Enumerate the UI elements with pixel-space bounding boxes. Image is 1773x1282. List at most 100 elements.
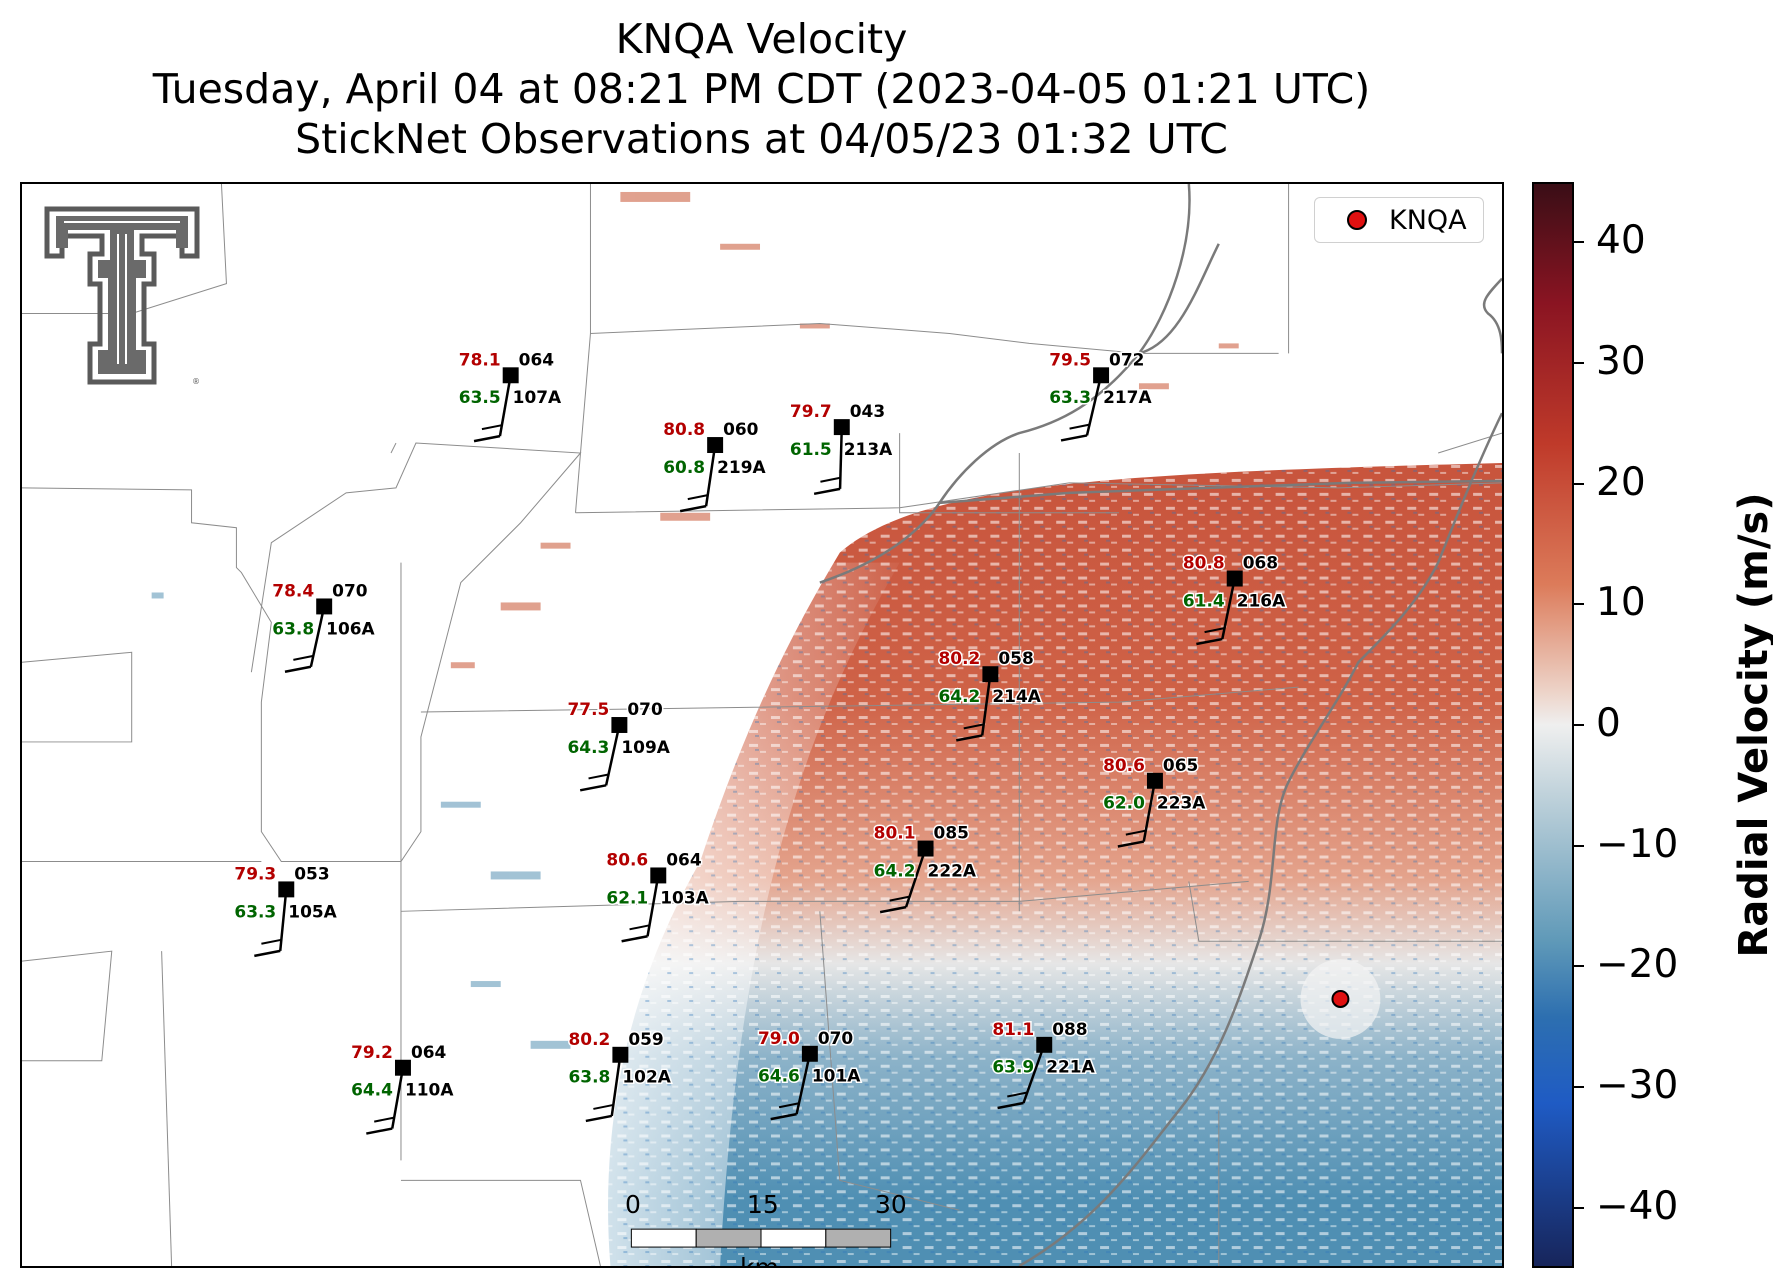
scale-label-15: 15 — [747, 1190, 779, 1219]
station-id: 219A — [717, 457, 766, 477]
station-plot[interactable]: 79.7 043 61.5 213A — [788, 400, 895, 496]
colorbar-tick — [1574, 362, 1584, 364]
wind-barb-flag — [366, 1127, 393, 1135]
colorbar-tick — [1574, 965, 1584, 968]
station-marker — [1146, 772, 1163, 789]
station-temperature: 78.1 — [459, 349, 501, 369]
station-id: 222A — [928, 860, 977, 880]
wind-barb-half-flag — [593, 1103, 614, 1110]
wind-barb-half-flag — [778, 1102, 800, 1109]
station-marker — [1036, 1036, 1053, 1053]
station-plot[interactable]: 77.5 070 64.3 109A — [566, 698, 672, 792]
wind-barb-half-flag — [1069, 423, 1090, 430]
wind-barb-flag — [579, 784, 607, 792]
colorbar-tick — [1574, 1086, 1584, 1088]
station-plot[interactable]: 80.6 064 62.1 103A — [605, 848, 711, 943]
county-boundaries — [22, 184, 1502, 1266]
title-line-3: StickNet Observations at 04/05/23 01:32 … — [295, 115, 1228, 163]
knqa-legend-marker — [1347, 210, 1367, 230]
station-wind-direction: 053 — [294, 863, 329, 883]
knqa-radar-marker[interactable] — [1331, 990, 1350, 1008]
station-dewpoint: 63.5 — [459, 387, 501, 407]
station-wind-direction: 085 — [934, 823, 969, 843]
colorbar-tick-label: 30 — [1596, 339, 1646, 384]
wind-barb-flag — [1196, 637, 1223, 646]
station-temperature: 77.5 — [568, 699, 610, 719]
station-marker — [278, 881, 295, 898]
station-plot[interactable]: 80.2 059 63.8 102A — [567, 1027, 673, 1123]
colorbar-title: Radial Velocity (m/s) — [1731, 492, 1773, 958]
colorbar-tick — [1574, 603, 1584, 606]
wind-barb-half-flag — [687, 494, 708, 501]
colorbar-tick-label: 10 — [1596, 580, 1646, 626]
station-plot[interactable]: 80.2 058 64.2 214A — [937, 647, 1043, 742]
station-wind-direction: 072 — [1109, 349, 1144, 369]
station-wind-direction: 088 — [1052, 1019, 1087, 1039]
station-dewpoint: 62.0 — [1103, 793, 1145, 813]
wind-barb-half-flag — [889, 895, 910, 902]
station-dewpoint: 64.2 — [874, 860, 916, 880]
station-dewpoint: 64.2 — [939, 686, 981, 706]
wind-barb-half-flag — [481, 424, 503, 431]
station-dewpoint: 63.3 — [1049, 387, 1091, 407]
wind-barb-flag — [770, 1112, 797, 1121]
station-plot[interactable]: 81.1 088 63.9 221A — [991, 1017, 1097, 1110]
wind-barb-flag — [1060, 434, 1088, 442]
scale-label-0: 0 — [625, 1190, 641, 1219]
station-temperature: 79.7 — [790, 401, 832, 421]
wind-barb-flag — [621, 935, 648, 943]
station-marker — [1226, 570, 1243, 587]
station-dewpoint: 64.4 — [351, 1080, 393, 1100]
map-canvas: 78.1 064 63.5 107A 80.8 060 60.8 219A 79.7 043 61.… — [22, 184, 1502, 1266]
station-id: 109A — [621, 737, 670, 757]
station-plot[interactable]: 80.6 065 62.0 223A — [1102, 753, 1208, 848]
station-id: 223A — [1157, 793, 1206, 813]
wind-barb-flag — [1117, 840, 1145, 848]
station-plot[interactable]: 80.8 068 61.4 216A — [1181, 551, 1288, 646]
station-dewpoint: 64.6 — [758, 1066, 800, 1086]
station-marker — [612, 1046, 629, 1063]
station-dewpoint: 60.8 — [663, 457, 705, 477]
wind-barb-half-flag — [374, 1116, 395, 1123]
station-plot[interactable]: 78.1 064 63.5 107A — [457, 348, 564, 443]
wind-barb-half-flag — [588, 773, 609, 780]
station-plot[interactable]: 79.0 070 64.6 101A — [757, 1026, 863, 1121]
station-plot[interactable]: 79.5 072 63.3 217A — [1048, 348, 1154, 442]
station-plot[interactable]: 79.3 053 63.3 105A — [233, 862, 339, 958]
title-line-1: KNQA Velocity — [615, 15, 908, 63]
colorbar-tick-label: 20 — [1596, 459, 1646, 505]
colorbar-tick — [1574, 1206, 1584, 1209]
colorbar-tick-label: 40 — [1596, 218, 1646, 264]
station-dewpoint: 63.9 — [992, 1057, 1034, 1077]
station-marker — [982, 666, 999, 683]
station-wind-direction: 059 — [628, 1029, 663, 1049]
station-dewpoint: 63.8 — [569, 1067, 611, 1087]
colorbar-tick — [1574, 482, 1584, 485]
station-plot[interactable]: 79.2 064 64.4 110A — [350, 1040, 456, 1135]
title-line-2: Tuesday, April 04 at 08:21 PM CDT (2023-… — [152, 65, 1371, 113]
station-plot[interactable]: 80.8 060 60.8 219A — [662, 418, 768, 513]
station-marker — [801, 1045, 818, 1062]
colorbar-tick-label: −10 — [1596, 821, 1679, 867]
wind-barb-staff — [704, 444, 717, 507]
texas-tech-double-t-logo: ® — [44, 206, 200, 386]
wind-barb-staff — [838, 427, 844, 489]
station-temperature: 80.6 — [1103, 755, 1145, 775]
velocity-colorbar — [1532, 182, 1574, 1268]
station-plot[interactable]: 78.4 070 63.8 106A — [271, 579, 377, 673]
scale-label-30: 30 — [875, 1190, 907, 1219]
station-plot[interactable]: 80.1 085 64.2 222A — [872, 821, 978, 914]
colorbar-tick-label: −40 — [1596, 1183, 1679, 1229]
wind-barb-staff — [279, 889, 288, 951]
wind-barb-half-flag — [1204, 627, 1225, 634]
wind-barb-half-flag — [293, 654, 314, 661]
station-wind-direction: 064 — [411, 1042, 446, 1062]
wind-barb-half-flag — [820, 476, 841, 483]
station-id: 213A — [844, 439, 893, 459]
wind-barb-flag — [813, 487, 841, 496]
station-id: 105A — [288, 901, 337, 921]
station-id: 101A — [812, 1066, 861, 1086]
station-id: 103A — [660, 887, 709, 907]
radar-map[interactable]: 78.1 064 63.5 107A 80.8 060 60.8 219A 79.7 043 61.… — [20, 182, 1504, 1268]
station-marker — [650, 867, 667, 884]
